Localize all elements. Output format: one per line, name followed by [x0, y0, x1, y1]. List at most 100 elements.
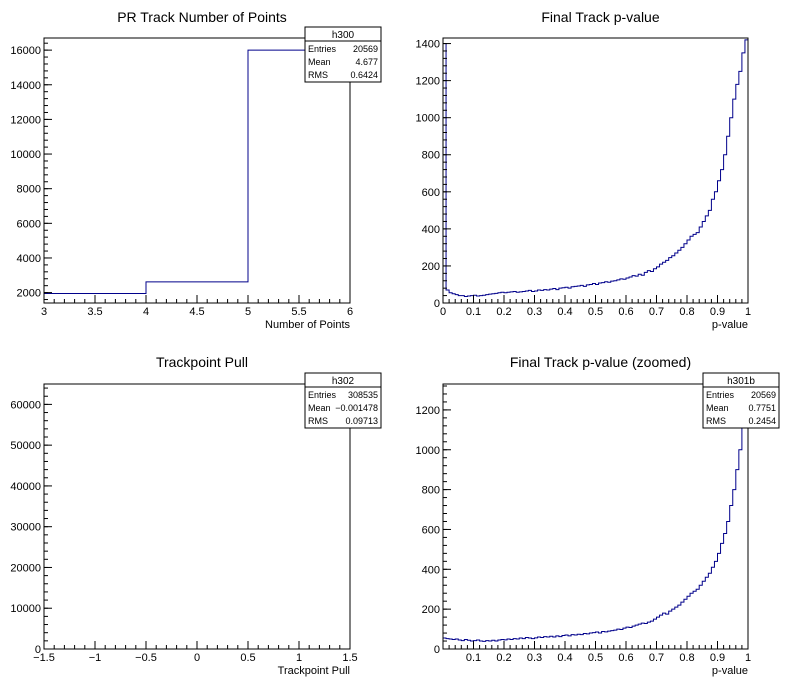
chart-title: Final Track p-value: [541, 9, 659, 25]
y-tick-label: 200: [422, 261, 440, 273]
stats-label: RMS: [308, 70, 328, 80]
x-tick-label: 0.5: [588, 306, 603, 318]
stats-value: 0.7751: [748, 403, 776, 413]
y-tick-label: 4000: [17, 253, 41, 265]
x-tick-label: 1: [745, 652, 751, 664]
x-axis-label: Trackpoint Pull: [278, 665, 350, 677]
y-tick-label: 200: [422, 604, 440, 616]
y-tick-label: 1000: [416, 113, 440, 125]
histogram-panel-4: Final Track p-value (zoomed) 0.1 0.2 0.3 0.4…: [416, 354, 780, 677]
x-tick-label: 0: [440, 306, 446, 318]
stats-label: Mean: [706, 403, 729, 413]
stats-value: 0.09713: [345, 416, 378, 426]
chart-title: PR Track Number of Points: [117, 9, 287, 25]
y-tick-label: 400: [422, 224, 440, 236]
stats-histogram-name: h302: [332, 376, 355, 387]
x-tick-label: 1.5: [342, 652, 357, 664]
x-tick-label: 1: [745, 306, 751, 318]
stats-box: h302 Entries 308535 Mean −0.001478 RMS 0.09713: [304, 372, 382, 429]
plot-frame: [43, 383, 351, 650]
y-tick-label: 1200: [416, 76, 440, 88]
x-tick-label: 1: [296, 652, 302, 664]
plot-frame: [442, 37, 749, 304]
x-tick-label: 0.4: [557, 306, 572, 318]
stats-histogram-name: h301b: [727, 376, 755, 387]
x-axis-label: Number of Points: [265, 319, 350, 331]
x-tick-label: 4: [143, 306, 149, 318]
y-tick-label: 10000: [10, 603, 41, 615]
x-tick-label: 0: [194, 652, 200, 664]
x-tick-label: 0.3: [527, 652, 542, 664]
y-tick-label: 20000: [10, 562, 41, 574]
y-tick-label: 0: [434, 644, 440, 656]
x-tick-label: 5.5: [291, 306, 306, 318]
histogram-panel-1: PR Track Number of Points 3 3.5 4 4.5 5 5.5 6Nu…: [10, 9, 382, 331]
stats-label: Entries: [308, 44, 337, 54]
x-axis-label: p-value: [712, 665, 748, 677]
x-tick-label: 0.7: [649, 652, 664, 664]
y-tick-label: 800: [422, 150, 440, 162]
y-tick-label: 1200: [416, 405, 440, 417]
y-tick-label: 800: [422, 485, 440, 497]
stats-label: Entries: [308, 390, 337, 400]
x-tick-label: 0.2: [496, 652, 511, 664]
y-tick-label: 0: [35, 644, 41, 656]
stats-box-frame: [304, 26, 382, 83]
x-tick-label: 0.5: [240, 652, 255, 664]
histogram-line: [44, 49, 350, 294]
x-tick-label: 0.6: [618, 652, 633, 664]
x-tick-label: 5: [245, 306, 251, 318]
x-tick-label: 0.3: [527, 306, 542, 318]
y-tick-label: 60000: [10, 399, 41, 411]
stats-value: 20569: [353, 44, 378, 54]
stats-value: 308535: [348, 390, 378, 400]
histogram-panel-3: Trackpoint Pull−1.5 −1 −0.5 0 0.5 1 1.5Trackpo…: [10, 354, 382, 677]
x-tick-label: −1: [89, 652, 102, 664]
stats-value: 0.2454: [748, 416, 776, 426]
x-tick-label: −1.5: [33, 652, 55, 664]
y-tick-label: 0: [434, 298, 440, 310]
x-tick-label: 0.6: [618, 306, 633, 318]
histogram-line: [442, 389, 748, 649]
stats-label: RMS: [308, 416, 328, 426]
y-tick-label: 14000: [10, 80, 41, 92]
x-tick-label: −0.5: [135, 652, 157, 664]
x-tick-label: 3: [41, 306, 47, 318]
stats-label: Mean: [308, 403, 331, 413]
stats-label: RMS: [706, 416, 726, 426]
y-tick-label: 10000: [10, 149, 41, 161]
x-tick-label: 0.8: [679, 652, 694, 664]
stats-histogram-name: h300: [332, 30, 355, 41]
x-tick-label: 0.9: [710, 652, 725, 664]
stats-box: h300 Entries 20569 Mean 4.677 RMS 0.6424: [304, 26, 382, 83]
histogram-line: [442, 39, 748, 303]
x-tick-label: 0.5: [588, 652, 603, 664]
y-tick-label: 50000: [10, 440, 41, 452]
chart-title: Final Track p-value (zoomed): [510, 354, 691, 370]
histogram-panel-2: Final Track p-value 0 0.1 0.2 0.3 0.4 0.5 0.6 0.…: [416, 9, 752, 331]
y-tick-label: 600: [422, 524, 440, 536]
y-tick-label: 2000: [17, 288, 41, 300]
stats-value: 4.677: [355, 57, 378, 67]
x-tick-label: 0.1: [466, 306, 481, 318]
y-tick-label: 400: [422, 564, 440, 576]
stats-value: 20569: [751, 390, 776, 400]
stats-label: Mean: [308, 57, 331, 67]
y-tick-label: 6000: [17, 218, 41, 230]
y-tick-label: 8000: [17, 184, 41, 196]
x-tick-label: 4.5: [189, 306, 204, 318]
y-tick-label: 12000: [10, 114, 41, 126]
x-tick-label: 0.1: [466, 652, 481, 664]
x-tick-label: 0.2: [496, 306, 511, 318]
stats-value: 0.6424: [350, 70, 378, 80]
x-tick-label: 0.8: [679, 306, 694, 318]
stats-value: −0.001478: [335, 403, 378, 413]
plot-frame: [43, 37, 351, 304]
stats-box-frame: [304, 372, 382, 429]
x-tick-label: 0.4: [557, 652, 572, 664]
y-tick-label: 40000: [10, 481, 41, 493]
stats-box: h301b Entries 20569 Mean 0.7751 RMS 0.2454: [702, 372, 780, 429]
x-tick-label: 3.5: [87, 306, 102, 318]
stats-label: Entries: [706, 390, 735, 400]
